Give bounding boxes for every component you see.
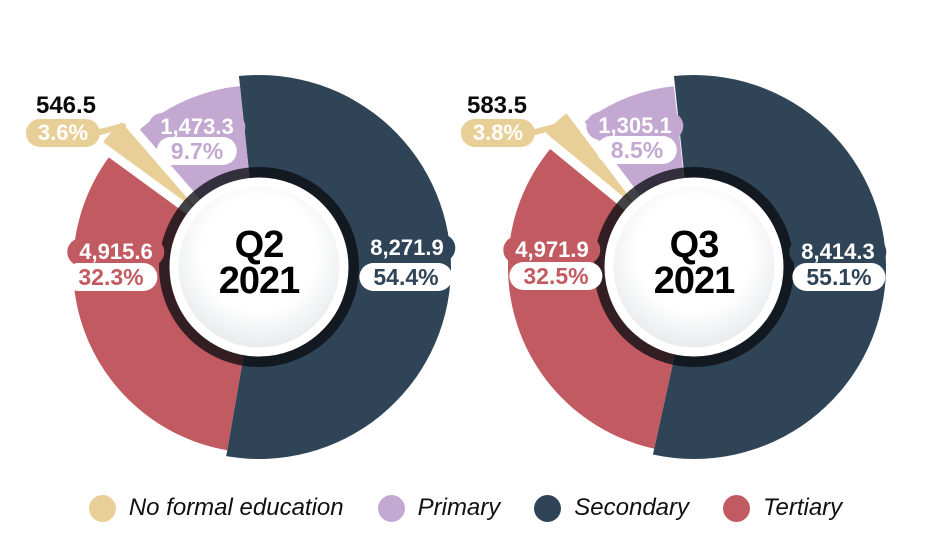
q3-tertiary-value-badge: 4,971.9 [503,236,601,264]
legend-label-tertiary: Tertiary [763,494,843,521]
legend-item-no-formal-education: No formal education [88,494,344,522]
q3-no-formal-value-label: 583.5 [466,92,528,119]
legend-label-secondary: Secondary [574,494,690,521]
donut-center-hub [169,177,349,357]
q2-secondary-percent-badge: 54.4% [359,263,453,291]
chart-q2-year: 2021 [218,260,301,302]
q3-no-formal-percent-badge: 3.8% [460,119,536,147]
chart-q2-center-label: Q2 2021 [218,223,301,302]
legend-swatch-tertiary [723,494,751,522]
legend-swatch-secondary [534,494,562,522]
legend-swatch-primary [377,494,405,522]
legend-item-secondary: Secondary [534,494,689,522]
q3-primary-value-badge: 1,305.1 [586,112,684,140]
legend-item-primary: Primary [377,494,501,522]
slice-no-formal [103,122,201,213]
q3-tertiary-percent-badge: 32.5% [509,262,603,290]
slice-tertiary [73,157,259,451]
q3-secondary-percent-badge: 55.1% [792,263,886,291]
q2-no-formal-value-label: 546.5 [35,92,97,119]
chart-q3-year: 2021 [653,260,736,302]
donut-center-hub [604,177,784,357]
chart-q3-quarter: Q3 [669,223,720,266]
q2-primary-value-badge: 1,473.3 [148,113,246,141]
legend-label-primary: Primary [417,494,501,521]
q2-primary-percent-badge: 9.7% [156,137,238,165]
q3-primary-percent-badge: 8.5% [596,136,678,164]
q2-no-formal-percent-badge: 3.6% [25,119,101,147]
q3-secondary-value-badge: 8,414.3 [789,238,887,266]
legend-swatch-no-formal-education [88,494,116,522]
chart-q3-center-label: Q3 2021 [653,223,736,302]
legend-item-tertiary: Tertiary [723,494,842,522]
slice-no-formal [545,113,639,210]
chart-q2-quarter: Q2 [234,223,285,266]
chart-legend: No formal education Primary Secondary Te… [0,494,931,522]
q2-tertiary-percent-badge: 32.3% [64,263,158,291]
q2-tertiary-value-badge: 4,915.6 [67,238,165,266]
legend-label-no-formal-education: No formal education [128,494,344,521]
q2-secondary-value-badge: 8,271.9 [358,234,456,262]
